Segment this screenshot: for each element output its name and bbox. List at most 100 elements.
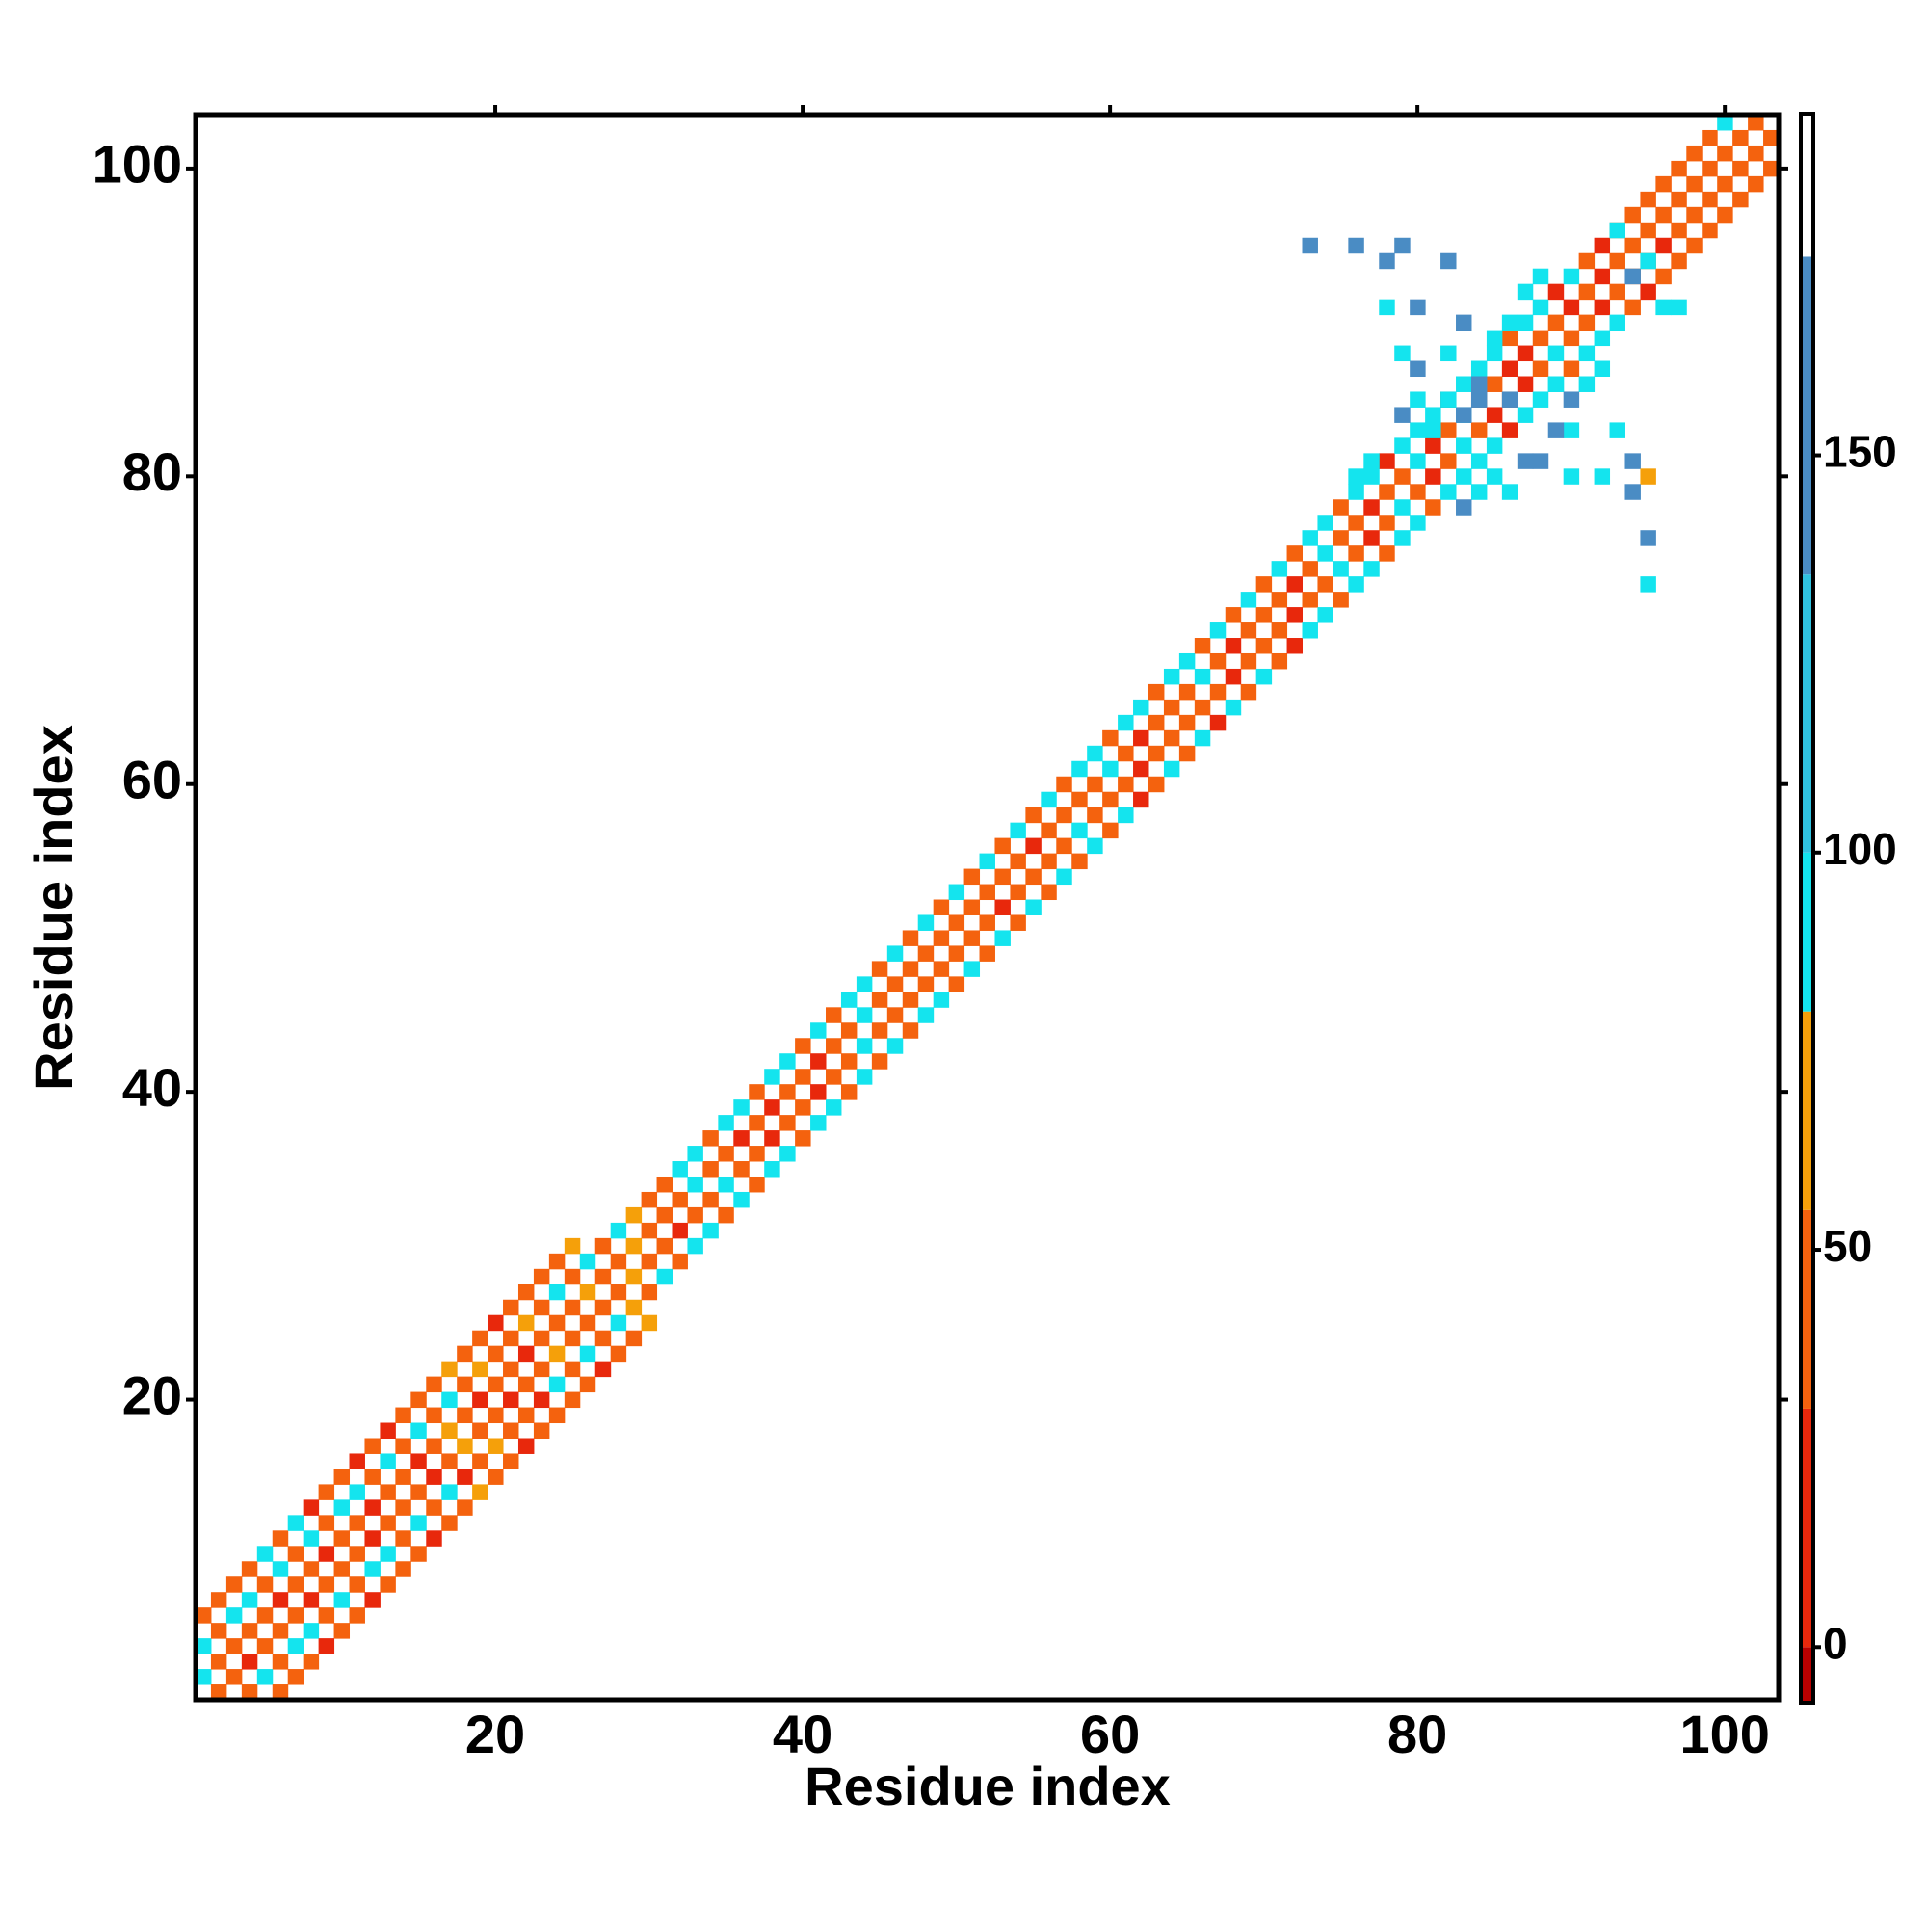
heat-cell [610, 1253, 627, 1270]
heat-cell [902, 992, 919, 1008]
heat-cell [1410, 422, 1426, 438]
heat-cell [349, 1576, 365, 1593]
heat-cell [1271, 652, 1288, 670]
heat-cell [1671, 160, 1687, 177]
heat-cell [1102, 822, 1119, 839]
heat-cell [1624, 299, 1641, 316]
heat-cell [886, 1007, 904, 1023]
x-tick-label: 40 [773, 1704, 832, 1764]
heat-cell [948, 976, 965, 992]
heat-cell [1748, 175, 1764, 193]
heat-cell [764, 1130, 780, 1147]
heat-cell [1302, 622, 1318, 639]
heat-cell [1578, 345, 1596, 362]
heat-cell [364, 1469, 381, 1485]
heat-cell [917, 945, 935, 962]
heat-cell [472, 1391, 488, 1409]
heat-cell [196, 1607, 212, 1624]
heat-cell [1317, 515, 1333, 531]
heat-cell [810, 1022, 827, 1039]
heat-cell [503, 1299, 519, 1316]
heat-cell [1333, 592, 1349, 608]
heat-cell [1394, 468, 1411, 485]
heat-cell [1394, 407, 1411, 423]
heat-cell [1348, 484, 1364, 500]
heat-cell [272, 1592, 289, 1608]
heat-cell [702, 1222, 719, 1239]
heat-cell [318, 1607, 335, 1624]
heat-cell [1178, 683, 1196, 701]
x-tick-label: 20 [465, 1704, 525, 1764]
heat-cell [503, 1330, 519, 1347]
heat-cell [517, 1376, 535, 1393]
heat-cell [410, 1422, 427, 1439]
heat-cell [380, 1453, 396, 1469]
heat-cell [641, 1284, 658, 1301]
heat-cell [380, 1546, 396, 1562]
heat-cell [1178, 652, 1196, 670]
heat-cell [1609, 422, 1625, 438]
heat-cell [1732, 129, 1749, 146]
heat-cell [641, 1314, 658, 1332]
heat-cell [1456, 437, 1472, 454]
heat-cell [225, 1638, 243, 1654]
heat-cell [964, 961, 981, 977]
heat-cell [1302, 592, 1318, 608]
heat-cell [241, 1654, 258, 1670]
heat-cell [994, 930, 1011, 946]
heat-cell [779, 1115, 796, 1131]
heat-cell [1302, 237, 1318, 254]
heat-cell [1440, 484, 1457, 500]
heat-cell [1163, 760, 1180, 778]
heat-cell [241, 1561, 258, 1577]
heat-cell [1333, 530, 1349, 546]
heat-cell [488, 1407, 504, 1424]
heat-cell [1133, 729, 1149, 747]
heat-cell [1087, 807, 1103, 824]
heat-cell [1087, 776, 1103, 793]
heat-cell [1071, 822, 1088, 839]
heat-cell [395, 1530, 411, 1547]
y-tick-label: 100 [92, 134, 182, 195]
heat-cell [1178, 745, 1196, 762]
x-tick-label: 100 [1679, 1704, 1769, 1764]
colorbar-bin [1801, 256, 1813, 575]
heat-cell [517, 1284, 535, 1301]
heat-cell [702, 1130, 719, 1147]
heat-cell [410, 1484, 427, 1500]
heat-cell [533, 1391, 550, 1409]
heat-cell [1486, 345, 1503, 362]
heat-cell [810, 1115, 827, 1131]
heat-cell [1717, 175, 1733, 193]
heat-cell [764, 1099, 780, 1116]
heat-cell [1456, 376, 1472, 392]
heat-cell [826, 1038, 842, 1054]
heat-cell [256, 1576, 274, 1593]
heat-cell [457, 1469, 473, 1485]
heat-cell [1363, 561, 1380, 577]
heat-cell [1102, 760, 1119, 778]
heat-cell [1425, 407, 1441, 423]
heat-cell [886, 976, 904, 992]
heat-cell [594, 1268, 612, 1285]
heat-cell [687, 1176, 703, 1193]
heat-cell [426, 1376, 442, 1393]
heat-cell [656, 1237, 673, 1255]
heat-cell [948, 945, 965, 962]
heat-cell [441, 1484, 458, 1500]
colorbar-tick-label: 150 [1823, 427, 1897, 477]
heat-cell [749, 1146, 765, 1162]
heat-cell [488, 1469, 504, 1485]
heat-cell [1655, 268, 1672, 285]
colorbar-bin [1801, 574, 1813, 853]
x-tick-label: 60 [1080, 1704, 1140, 1764]
heat-cell [1255, 576, 1273, 593]
heat-cell [1194, 638, 1211, 654]
heat-cell [517, 1407, 535, 1424]
colorbar-bin [1801, 1209, 1813, 1409]
heat-cell [1010, 884, 1026, 901]
heat-cell [964, 899, 981, 915]
heat-cell [564, 1237, 581, 1255]
heat-cell [826, 1007, 842, 1023]
heat-cell [318, 1515, 335, 1531]
